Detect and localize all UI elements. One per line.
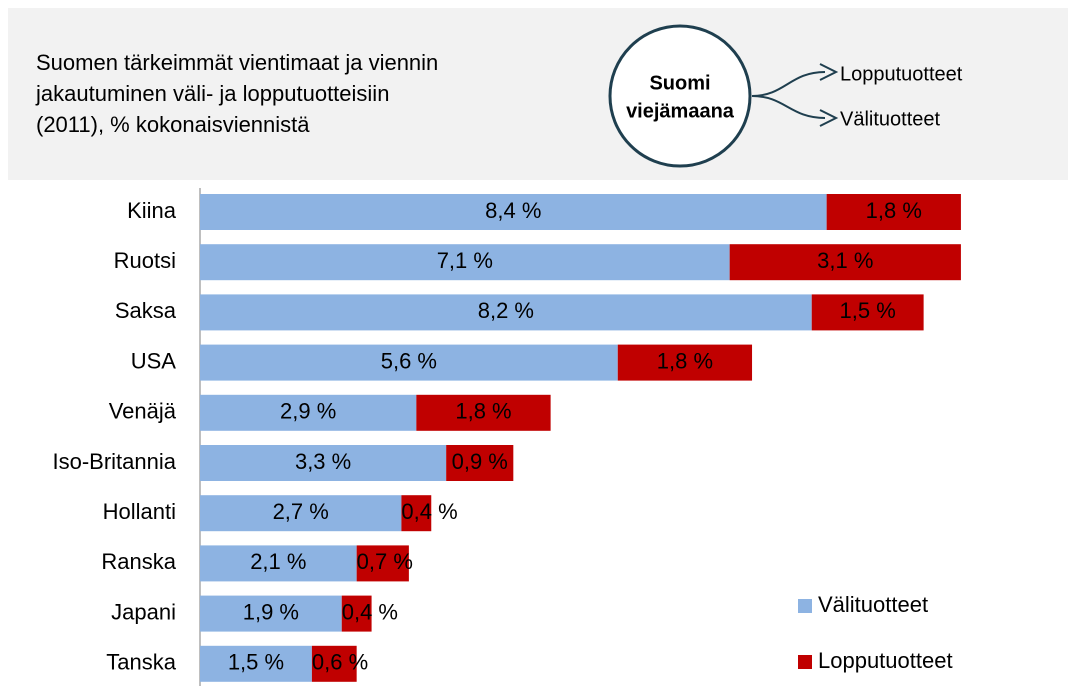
y-tick-label: Tanska <box>106 650 176 675</box>
bar-segment <box>356 545 409 582</box>
bar-segment <box>311 645 357 682</box>
legend-swatch <box>798 599 812 613</box>
value-label: 1,8 % <box>657 348 713 373</box>
bar-segment <box>446 445 514 481</box>
bar-segment <box>200 294 812 331</box>
bar-segment <box>811 294 924 331</box>
bar-segment <box>200 445 447 481</box>
value-label: 2,1 % <box>250 549 306 574</box>
chart-title: (2011), % kokonaisviennistä <box>36 112 310 137</box>
legend-label: Lopputuotteet <box>818 648 953 673</box>
value-label: 3,1 % <box>817 248 873 273</box>
bar-segment <box>416 394 551 431</box>
bar-segment <box>200 344 618 381</box>
y-tick-label: Venäjä <box>109 399 177 424</box>
diagram-output: Lopputuotteet <box>840 63 963 85</box>
value-label: 1,5 % <box>228 650 284 675</box>
chart-title: jakautuminen väli- ja lopputuotteisiin <box>35 81 389 106</box>
value-label: 1,5 % <box>840 298 896 323</box>
diagram-arrows <box>751 71 826 119</box>
bar-segment <box>200 545 357 582</box>
header-box <box>8 8 1068 180</box>
value-label: 7,1 % <box>437 248 493 273</box>
y-tick-label: Ranska <box>101 549 176 574</box>
legend-label: Välituotteet <box>818 592 928 617</box>
value-label: 0,4 % <box>342 599 398 624</box>
diagram-circle <box>608 24 752 168</box>
y-tick-label: Ruotsi <box>114 248 176 273</box>
diagram-output: Välituotteet <box>840 108 941 130</box>
bar-segment <box>200 394 417 431</box>
value-label: 0,6 % <box>312 650 368 675</box>
y-tick-label: Hollanti <box>103 499 176 524</box>
bar-segment <box>200 194 827 230</box>
bar-segment <box>826 194 961 230</box>
bar-segment <box>200 645 312 682</box>
value-label: 8,4 % <box>485 198 541 223</box>
y-tick-label: Saksa <box>115 298 177 323</box>
value-label: 2,9 % <box>280 399 336 424</box>
bar-segment <box>200 595 342 632</box>
chart-title: Suomen tärkeimmät vientimaat ja viennin <box>36 50 438 75</box>
diagram-label: viejämaana <box>626 100 735 122</box>
legend-swatch <box>798 655 812 669</box>
value-label: 0,7 % <box>357 549 413 574</box>
bar-segment <box>401 495 432 532</box>
diagram-label: Suomi <box>649 72 710 94</box>
y-tick-label: Iso-Britannia <box>52 449 176 474</box>
bar-segment <box>341 595 372 632</box>
value-label: 2,7 % <box>273 499 329 524</box>
bar-segment <box>729 244 961 281</box>
y-tick-label: USA <box>131 348 177 373</box>
value-label: 1,8 % <box>866 198 922 223</box>
value-label: 8,2 % <box>478 298 534 323</box>
value-label: 1,8 % <box>455 399 511 424</box>
y-tick-label: Japani <box>111 599 176 624</box>
bar-segment <box>200 495 402 532</box>
value-label: 5,6 % <box>381 348 437 373</box>
bar-segment <box>617 344 753 381</box>
bar-segment <box>200 244 730 281</box>
arrow-heads <box>819 63 839 127</box>
y-tick-label: Kiina <box>127 198 177 223</box>
value-label: 3,3 % <box>295 449 351 474</box>
value-label: 0,4 % <box>401 499 457 524</box>
value-label: 1,9 % <box>243 599 299 624</box>
value-label: 0,9 % <box>452 449 508 474</box>
